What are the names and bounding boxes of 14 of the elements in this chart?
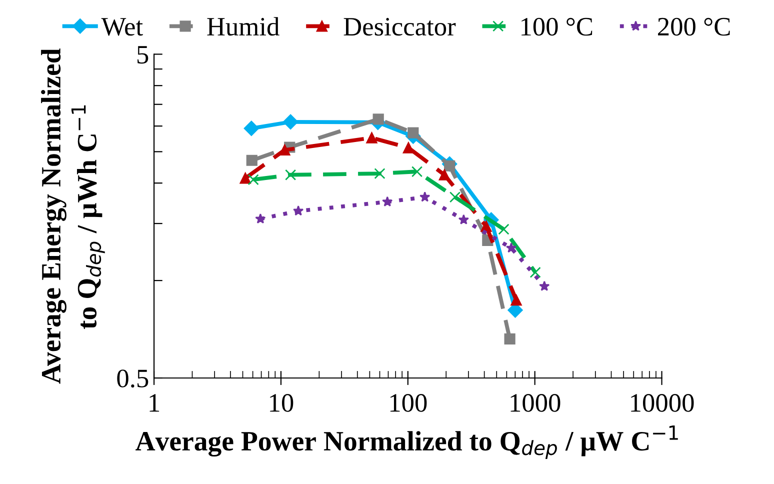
y-tick-label: 0.5 <box>117 370 148 388</box>
legend-label: Humid <box>207 17 280 36</box>
x-axis-title: Average Power Normalized to Q$_{dep}$ / μW C$^{−1}$ <box>136 426 678 459</box>
y-axis-title: Average Energy Normalized to Q$_{dep}$ / μWh C$^{−1}$ <box>41 48 105 384</box>
y-tick-label: 5 <box>138 46 148 64</box>
x-tick-label: 1 <box>150 394 160 412</box>
legend-label: Wet <box>101 18 143 36</box>
legend-label: 200 °C <box>658 18 730 36</box>
legend-label: Desiccator <box>344 18 456 36</box>
x-tick-label: 100 <box>390 394 427 412</box>
legend-label: 100 °C <box>522 18 592 36</box>
x-tick-label: 10000 <box>631 394 694 412</box>
x-tick-label: 1000 <box>510 394 560 412</box>
x-tick-label: 10 <box>270 394 294 412</box>
